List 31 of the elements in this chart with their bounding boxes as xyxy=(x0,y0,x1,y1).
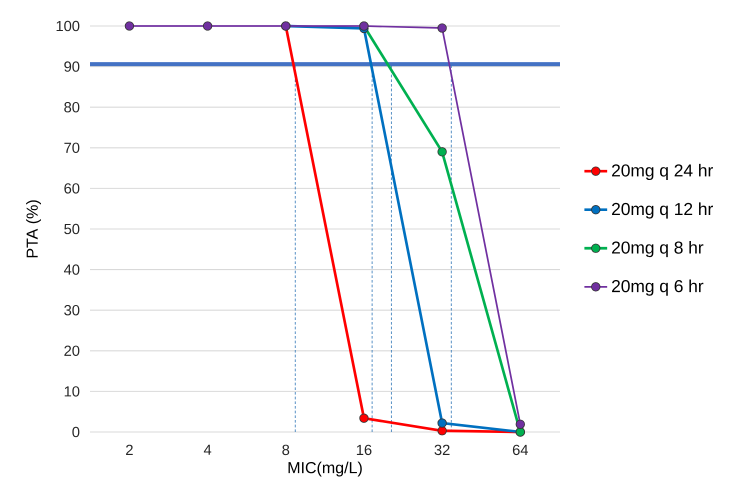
y-tick-label: 80 xyxy=(64,102,80,112)
y-axis-title: PTA (%) xyxy=(26,200,41,258)
point xyxy=(437,147,447,157)
y-tick-label: 0 xyxy=(72,426,80,438)
point xyxy=(437,418,447,428)
y-tick-label: 50 xyxy=(64,224,80,234)
y-tick-label: 70 xyxy=(64,142,80,153)
x-tick-label: 2 xyxy=(126,444,133,455)
y-tick-label: 30 xyxy=(64,305,80,316)
point xyxy=(516,420,525,429)
y-tick-label: 20 xyxy=(64,346,80,356)
legend-label: 20mg q 8 hr xyxy=(612,240,704,258)
point xyxy=(437,426,447,436)
legend-label: 20mg q 12 hr xyxy=(612,202,713,219)
point xyxy=(359,414,369,423)
y-tick-label: 60 xyxy=(64,183,80,194)
legend-label: 20mg q 24 hr xyxy=(612,164,713,180)
legend-label: 20mg q 6 hr xyxy=(612,280,704,296)
x-tick-label: 4 xyxy=(204,444,212,455)
y-tick-label: 10 xyxy=(64,386,80,397)
point xyxy=(202,21,212,31)
y-tick-label: 90 xyxy=(64,61,80,72)
point xyxy=(437,23,447,33)
x-tick-label: 8 xyxy=(282,444,290,456)
y-tick-label: 40 xyxy=(64,264,80,275)
y-tick-label: 100 xyxy=(56,20,80,32)
point xyxy=(124,21,134,31)
x-tick-label: 64 xyxy=(512,444,528,456)
x-tick-label: 16 xyxy=(356,444,372,456)
x-tick-label: 32 xyxy=(434,444,450,456)
x-axis-title: MIC(mg/L) xyxy=(288,462,362,476)
